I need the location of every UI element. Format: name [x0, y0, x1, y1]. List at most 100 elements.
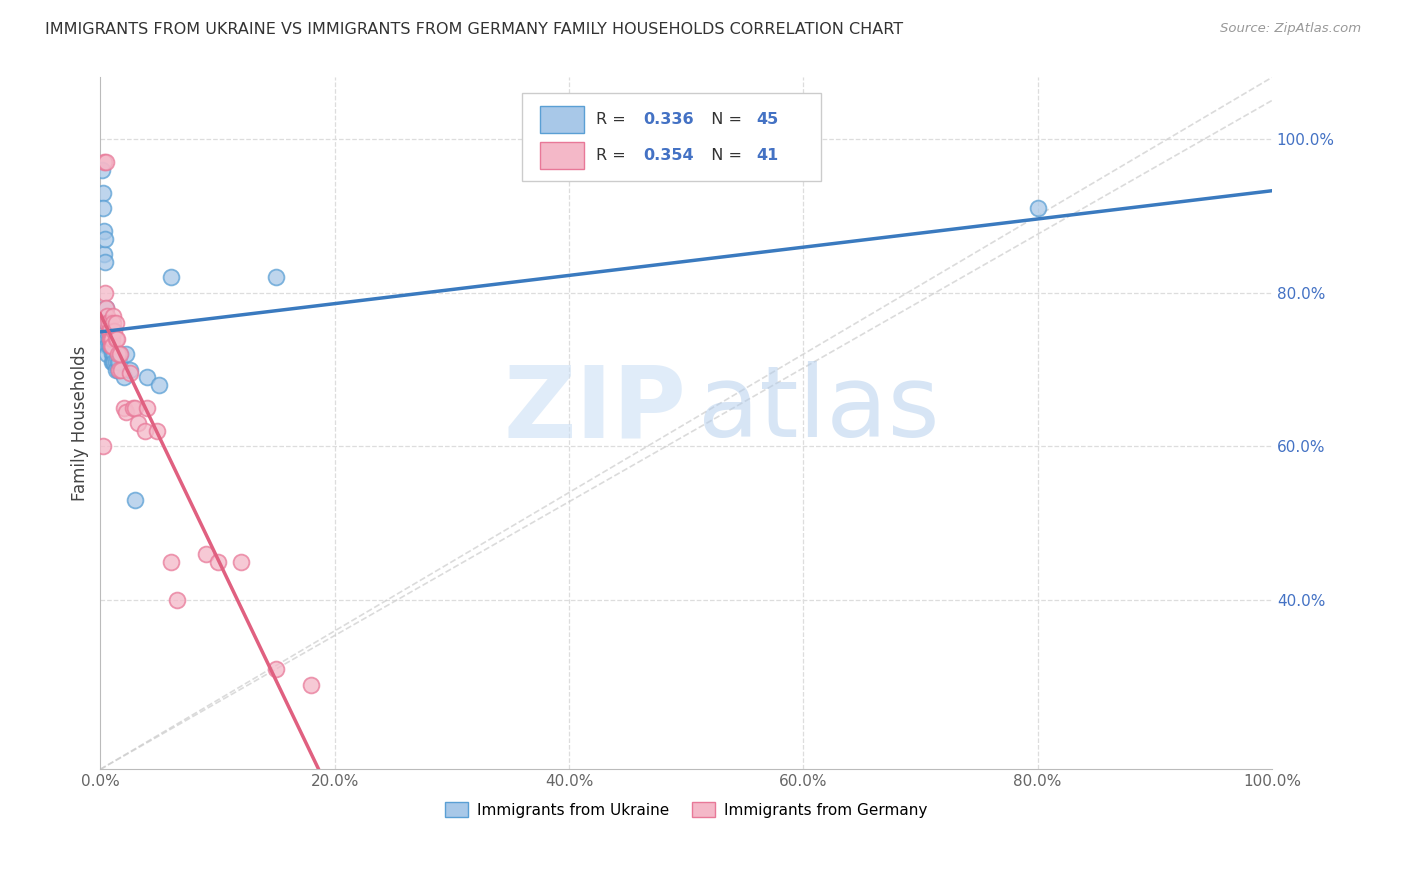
Point — [97, 332, 120, 346]
Point — [93, 224, 115, 238]
Point — [93, 247, 115, 261]
FancyBboxPatch shape — [540, 143, 585, 169]
Point — [103, 324, 125, 338]
Text: Source: ZipAtlas.com: Source: ZipAtlas.com — [1220, 22, 1361, 36]
Point — [97, 324, 120, 338]
Point — [96, 339, 118, 353]
Point — [100, 339, 122, 353]
Point — [104, 362, 127, 376]
Text: 0.354: 0.354 — [643, 148, 693, 163]
Point — [91, 201, 114, 215]
Point — [194, 547, 217, 561]
Point — [124, 493, 146, 508]
Point — [124, 401, 146, 415]
Text: R =: R = — [596, 112, 631, 128]
Point — [93, 155, 115, 169]
Point — [96, 332, 118, 346]
Point — [94, 285, 117, 300]
Text: 41: 41 — [756, 148, 779, 163]
Point — [122, 401, 145, 415]
FancyBboxPatch shape — [540, 106, 585, 133]
Point — [96, 317, 118, 331]
Text: 45: 45 — [756, 112, 779, 128]
Point — [96, 317, 118, 331]
Point — [97, 339, 120, 353]
Y-axis label: Family Households: Family Households — [72, 346, 89, 501]
Point — [115, 347, 138, 361]
Point — [115, 405, 138, 419]
Point — [96, 155, 118, 169]
Point — [103, 355, 125, 369]
Point — [100, 339, 122, 353]
Point — [118, 367, 141, 381]
Point — [101, 339, 124, 353]
Point — [112, 370, 135, 384]
Point — [299, 678, 322, 692]
Point — [98, 324, 121, 338]
Text: 0.336: 0.336 — [643, 112, 693, 128]
Point — [134, 424, 156, 438]
Point — [264, 662, 287, 676]
Point — [101, 339, 124, 353]
Point — [91, 439, 114, 453]
Point — [98, 332, 121, 346]
Point — [96, 301, 118, 315]
Text: IMMIGRANTS FROM UKRAINE VS IMMIGRANTS FROM GERMANY FAMILY HOUSEHOLDS CORRELATION: IMMIGRANTS FROM UKRAINE VS IMMIGRANTS FR… — [45, 22, 903, 37]
Point — [98, 339, 121, 353]
Point — [96, 301, 118, 315]
Point — [94, 232, 117, 246]
Point — [104, 332, 127, 346]
Point — [107, 362, 129, 376]
Point — [91, 186, 114, 200]
Point — [105, 332, 128, 346]
FancyBboxPatch shape — [522, 93, 821, 181]
Point — [107, 355, 129, 369]
Point — [103, 309, 125, 323]
Point — [104, 317, 127, 331]
Point — [159, 270, 181, 285]
Point — [145, 424, 167, 438]
Point — [118, 362, 141, 376]
Point — [136, 401, 159, 415]
Text: N =: N = — [702, 112, 748, 128]
Point — [264, 270, 287, 285]
Point — [96, 347, 118, 361]
Point — [97, 317, 120, 331]
Point — [101, 332, 124, 346]
Point — [96, 317, 118, 331]
Point — [166, 593, 188, 607]
Point — [90, 162, 112, 177]
Point — [108, 362, 131, 376]
Point — [94, 255, 117, 269]
Point — [103, 355, 125, 369]
Point — [96, 324, 118, 338]
Point — [136, 370, 159, 384]
Point — [229, 555, 252, 569]
Point — [98, 324, 121, 338]
Text: ZIP: ZIP — [503, 361, 686, 458]
Point — [112, 401, 135, 415]
Text: N =: N = — [702, 148, 748, 163]
Point — [104, 355, 127, 369]
Point — [107, 347, 129, 361]
Point — [207, 555, 229, 569]
Point — [110, 362, 132, 376]
Point — [96, 309, 118, 323]
Point — [103, 317, 125, 331]
Point — [1026, 201, 1049, 215]
Point — [103, 347, 125, 361]
Point — [100, 332, 122, 346]
Text: atlas: atlas — [697, 361, 939, 458]
Point — [97, 317, 120, 331]
Point — [100, 332, 122, 346]
Point — [148, 378, 170, 392]
Point — [98, 332, 121, 346]
Point — [127, 417, 149, 431]
Text: R =: R = — [596, 148, 631, 163]
Point — [97, 324, 120, 338]
Point — [108, 355, 131, 369]
Point — [110, 347, 132, 361]
Point — [101, 347, 124, 361]
Point — [110, 347, 132, 361]
Point — [159, 555, 181, 569]
